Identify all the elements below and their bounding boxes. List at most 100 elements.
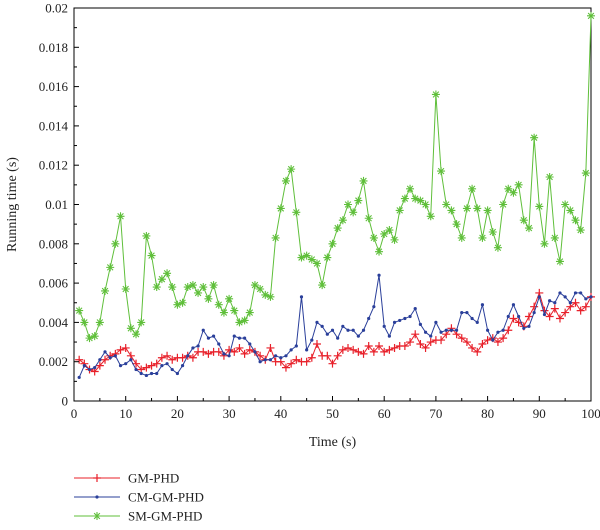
data-point — [121, 284, 130, 293]
data-point — [501, 328, 505, 332]
data-point — [294, 344, 298, 348]
data-point — [178, 353, 187, 362]
data-point — [165, 362, 169, 366]
data-point — [429, 334, 433, 338]
data-point — [333, 351, 342, 360]
data-point — [553, 301, 557, 305]
data-point — [473, 347, 482, 356]
data-point — [245, 345, 254, 354]
y-tick-label: 0.014 — [39, 118, 69, 133]
y-tick-label: 0.002 — [39, 354, 68, 369]
series-line — [78, 275, 592, 378]
data-point — [170, 367, 174, 372]
data-point — [530, 133, 539, 142]
data-point — [400, 341, 409, 350]
data-point — [139, 371, 143, 376]
data-point — [576, 226, 585, 235]
data-point — [281, 176, 290, 185]
data-point — [356, 334, 360, 338]
data-point — [504, 326, 513, 335]
data-point — [535, 202, 544, 211]
legend-item: SM-GM-PHD — [74, 509, 202, 524]
data-point — [382, 324, 386, 328]
data-point — [204, 349, 213, 358]
data-point — [318, 281, 327, 290]
data-point — [359, 349, 368, 358]
y-tick-label: 0.012 — [39, 158, 68, 173]
data-point — [555, 257, 564, 266]
data-point — [478, 340, 487, 349]
data-point — [470, 316, 474, 321]
data-point — [361, 328, 366, 332]
data-point — [106, 263, 115, 272]
data-point — [581, 169, 590, 178]
legend-label: GM-PHD — [128, 471, 179, 486]
data-point — [325, 332, 329, 336]
data-point — [101, 355, 110, 364]
data-point — [310, 338, 314, 342]
data-point — [499, 334, 508, 343]
data-point — [180, 364, 185, 368]
data-point — [566, 206, 575, 215]
data-point — [287, 359, 296, 368]
series-cm-gm-phd — [77, 273, 593, 380]
data-point — [439, 330, 443, 334]
x-tick-label: 20 — [171, 406, 184, 421]
data-point — [390, 235, 399, 244]
data-point — [289, 348, 293, 352]
data-point — [312, 340, 321, 349]
data-point — [493, 243, 502, 252]
data-point — [454, 328, 459, 332]
data-point — [431, 90, 440, 99]
data-point — [573, 291, 578, 295]
data-point — [219, 308, 228, 317]
data-point — [90, 332, 99, 341]
data-point — [426, 212, 435, 221]
data-point — [563, 295, 567, 299]
data-point — [369, 233, 378, 242]
data-point — [160, 364, 164, 368]
data-point — [434, 320, 438, 324]
data-point — [457, 233, 466, 242]
data-point — [558, 291, 562, 295]
data-point — [364, 341, 373, 350]
data-point — [416, 340, 425, 349]
data-point — [95, 361, 104, 370]
data-point — [323, 351, 332, 360]
data-point — [579, 291, 583, 295]
data-point — [338, 345, 347, 354]
data-point — [149, 371, 154, 376]
data-point — [377, 273, 381, 277]
data-point — [168, 283, 177, 292]
data-point — [568, 301, 572, 305]
data-point — [328, 239, 337, 248]
data-point — [344, 200, 353, 209]
data-point — [351, 328, 355, 332]
data-point — [400, 194, 409, 203]
data-point — [152, 283, 161, 292]
data-point — [235, 343, 244, 352]
x-axis-title: Time (s) — [309, 435, 357, 450]
data-point — [225, 294, 234, 303]
data-point — [214, 347, 223, 356]
data-point — [129, 358, 133, 362]
data-point — [188, 281, 197, 290]
data-point — [307, 353, 316, 362]
data-point — [475, 320, 479, 324]
x-tick-label: 40 — [274, 406, 287, 421]
data-point — [483, 336, 492, 345]
data-point — [142, 363, 151, 372]
data-point — [263, 358, 267, 362]
data-point — [299, 295, 304, 299]
x-tick-label: 80 — [481, 406, 494, 421]
data-point — [323, 253, 332, 262]
data-point — [349, 345, 358, 354]
data-point — [527, 324, 531, 328]
data-point — [488, 228, 497, 237]
data-point — [411, 330, 420, 339]
data-point — [142, 231, 151, 240]
data-point — [157, 353, 166, 362]
y-axis-title: Running time (s) — [5, 157, 20, 252]
data-point — [230, 347, 239, 356]
data-point — [561, 200, 570, 209]
